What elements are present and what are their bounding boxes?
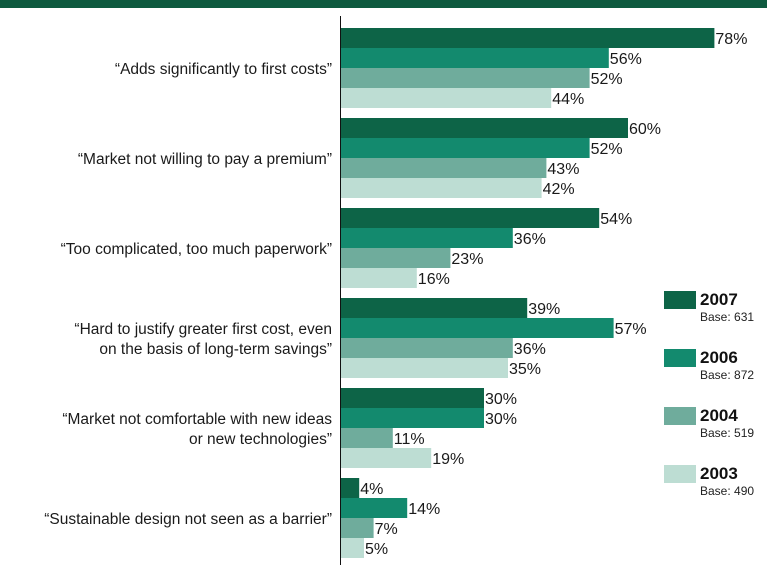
- bar-2006: [340, 138, 590, 158]
- legend-item-2007: 2007 Base: 631: [664, 290, 764, 348]
- bar-value-label: 44%: [552, 91, 584, 108]
- bar-2004: [340, 338, 513, 358]
- bar-value-label: 60%: [629, 121, 661, 138]
- bar-2007: [340, 28, 715, 48]
- legend-swatch: [664, 465, 696, 483]
- bar-value-label: 19%: [432, 451, 464, 468]
- legend-base-size: Base: 872: [700, 368, 755, 382]
- bar-value-label: 52%: [591, 141, 623, 158]
- bar-2003: [340, 358, 508, 378]
- legend-item-2006: 2006 Base: 872: [664, 348, 764, 406]
- bar-2003: [340, 268, 417, 288]
- legend-item-2004: 2004 Base: 519: [664, 406, 764, 464]
- bar-2007: [340, 388, 484, 408]
- bar-value-label: 14%: [408, 501, 440, 518]
- legend-base-size: Base: 490: [700, 484, 755, 498]
- legend-year: 2003: [700, 464, 738, 483]
- bar-2006: [340, 498, 408, 518]
- bar-value-label: 54%: [600, 211, 632, 228]
- legend-item-2003: 2003 Base: 490: [664, 464, 764, 522]
- bar-value-label: 7%: [375, 521, 398, 538]
- bar-2004: [340, 158, 547, 178]
- bar-2004: [340, 518, 374, 538]
- bar-2007: [340, 208, 600, 228]
- legend-swatch: [664, 349, 696, 367]
- category-label: “Adds significantly to first costs”: [115, 61, 332, 78]
- bar-value-label: 23%: [451, 251, 483, 268]
- bar-value-label: 42%: [543, 181, 575, 198]
- category-label: or new technologies”: [189, 431, 332, 448]
- legend-base-size: Base: 519: [700, 426, 755, 440]
- bar-value-label: 78%: [715, 31, 747, 48]
- category-label: “Hard to justify greater first cost, eve…: [74, 321, 332, 338]
- bar-value-label: 30%: [485, 391, 517, 408]
- category-label: “Sustainable design not seen as a barrie…: [44, 511, 332, 528]
- bar-2003: [340, 178, 542, 198]
- bar-value-label: 36%: [514, 231, 546, 248]
- bar-2003: [340, 448, 432, 468]
- bar-value-label: 16%: [418, 271, 450, 288]
- category-label: “Market not willing to pay a premium”: [78, 151, 332, 168]
- bar-2007: [340, 478, 360, 498]
- bar-value-label: 43%: [547, 161, 579, 178]
- bar-value-label: 39%: [528, 301, 560, 318]
- bar-2004: [340, 428, 393, 448]
- bar-value-label: 36%: [514, 341, 546, 358]
- legend-base-size: Base: 631: [700, 310, 755, 324]
- bar-2007: [340, 298, 528, 318]
- bar-2006: [340, 408, 484, 428]
- bar-value-label: 56%: [610, 51, 642, 68]
- legend-year: 2004: [700, 406, 738, 425]
- bar-2007: [340, 118, 628, 138]
- bar-value-label: 4%: [360, 481, 383, 498]
- bar-value-label: 57%: [615, 321, 647, 338]
- legend: 2007 Base: 631 2006 Base: 872 2004 Base: 519 2…: [664, 290, 764, 522]
- bar-2004: [340, 68, 590, 88]
- legend-year: 2006: [700, 348, 738, 367]
- category-label: “Too complicated, too much paperwork”: [61, 241, 332, 258]
- bar-2006: [340, 228, 513, 248]
- category-label: on the basis of long-term savings”: [99, 341, 332, 358]
- bar-2003: [340, 538, 364, 558]
- bar-2006: [340, 48, 609, 68]
- top-color-band: [0, 0, 767, 8]
- bar-value-label: 30%: [485, 411, 517, 428]
- bar-value-label: 5%: [365, 541, 388, 558]
- bar-2006: [340, 318, 614, 338]
- bar-value-label: 35%: [509, 361, 541, 378]
- bar-value-label: 52%: [591, 71, 623, 88]
- bar-2003: [340, 88, 552, 108]
- bar-value-label: 11%: [394, 431, 425, 448]
- legend-swatch: [664, 407, 696, 425]
- legend-swatch: [664, 291, 696, 309]
- category-label: “Market not comfortable with new ideas: [62, 411, 332, 428]
- legend-year: 2007: [700, 290, 738, 309]
- bar-2004: [340, 248, 451, 268]
